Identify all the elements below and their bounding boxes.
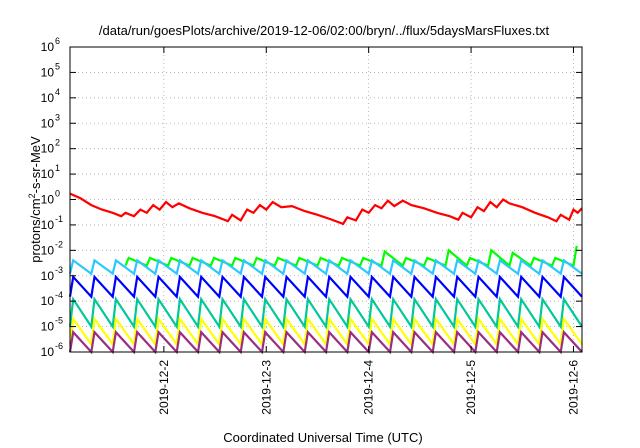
y-tick-label: 10	[41, 243, 55, 257]
y-tick-label-exponent: 3	[55, 112, 60, 122]
y-tick-labels: 10 -610 -510 -410 -310 -210 -110 010 110 210 310 41…	[41, 36, 63, 359]
y-tick-label: 10	[41, 294, 55, 308]
series-line	[68, 274, 583, 300]
y-tick-label: 10	[41, 269, 55, 283]
x-axis-title: Coordinated Universal Time (UTC)	[223, 430, 422, 445]
y-tick-label: 10	[41, 193, 55, 207]
y-tick-label: 10	[41, 116, 55, 130]
y-tick-label: 10	[41, 320, 55, 334]
y-tick-label-exponent: -1	[55, 214, 63, 224]
y-tick-label: 10	[41, 142, 55, 156]
y-tick-label-exponent: 0	[55, 189, 60, 199]
axis-ticks	[70, 46, 582, 353]
x-tick-label: 2019-12-6	[566, 360, 580, 415]
x-tick-labels: 2019-12-2 2019-12-3 2019-12-4 2019-12-5 2019…	[157, 360, 581, 415]
y-tick-label: 10	[41, 91, 55, 105]
x-tick-label: 2019-12-2	[157, 360, 171, 415]
y-tick-label-exponent: -5	[55, 316, 63, 326]
y-tick-label: 10	[41, 218, 55, 232]
y-tick-label-exponent: 6	[55, 36, 60, 46]
y-tick-label: 10	[41, 167, 55, 181]
y-tick-label: 10	[41, 65, 55, 79]
series-line	[68, 296, 583, 330]
y-tick-label-exponent: 5	[55, 61, 60, 71]
y-tick-label-exponent: -2	[55, 239, 63, 249]
series-line	[68, 258, 583, 276]
series-line	[69, 192, 583, 226]
y-tick-label-exponent: 1	[55, 163, 60, 173]
y-tick-label-exponent: -4	[55, 290, 63, 300]
x-tick-label: 2019-12-4	[362, 360, 376, 415]
y-tick-label: 10	[41, 345, 55, 359]
y-tick-label-exponent: 4	[55, 87, 60, 97]
series-group	[68, 192, 583, 355]
chart-title: /data/run/goesPlots/archive/2019-12-06/0…	[99, 23, 550, 38]
y-axis-title: protons/cm2-s-sr-MeV	[27, 136, 43, 263]
series-line	[68, 315, 583, 348]
x-tick-label: 2019-12-3	[259, 360, 273, 415]
y-tick-label-exponent: 2	[55, 138, 60, 148]
x-tick-label: 2019-12-5	[464, 360, 478, 415]
y-tick-label-exponent: -3	[55, 265, 63, 275]
series-line	[124, 245, 578, 268]
y-tick-label: 10	[41, 40, 55, 54]
y-tick-label-exponent: -6	[55, 341, 63, 351]
